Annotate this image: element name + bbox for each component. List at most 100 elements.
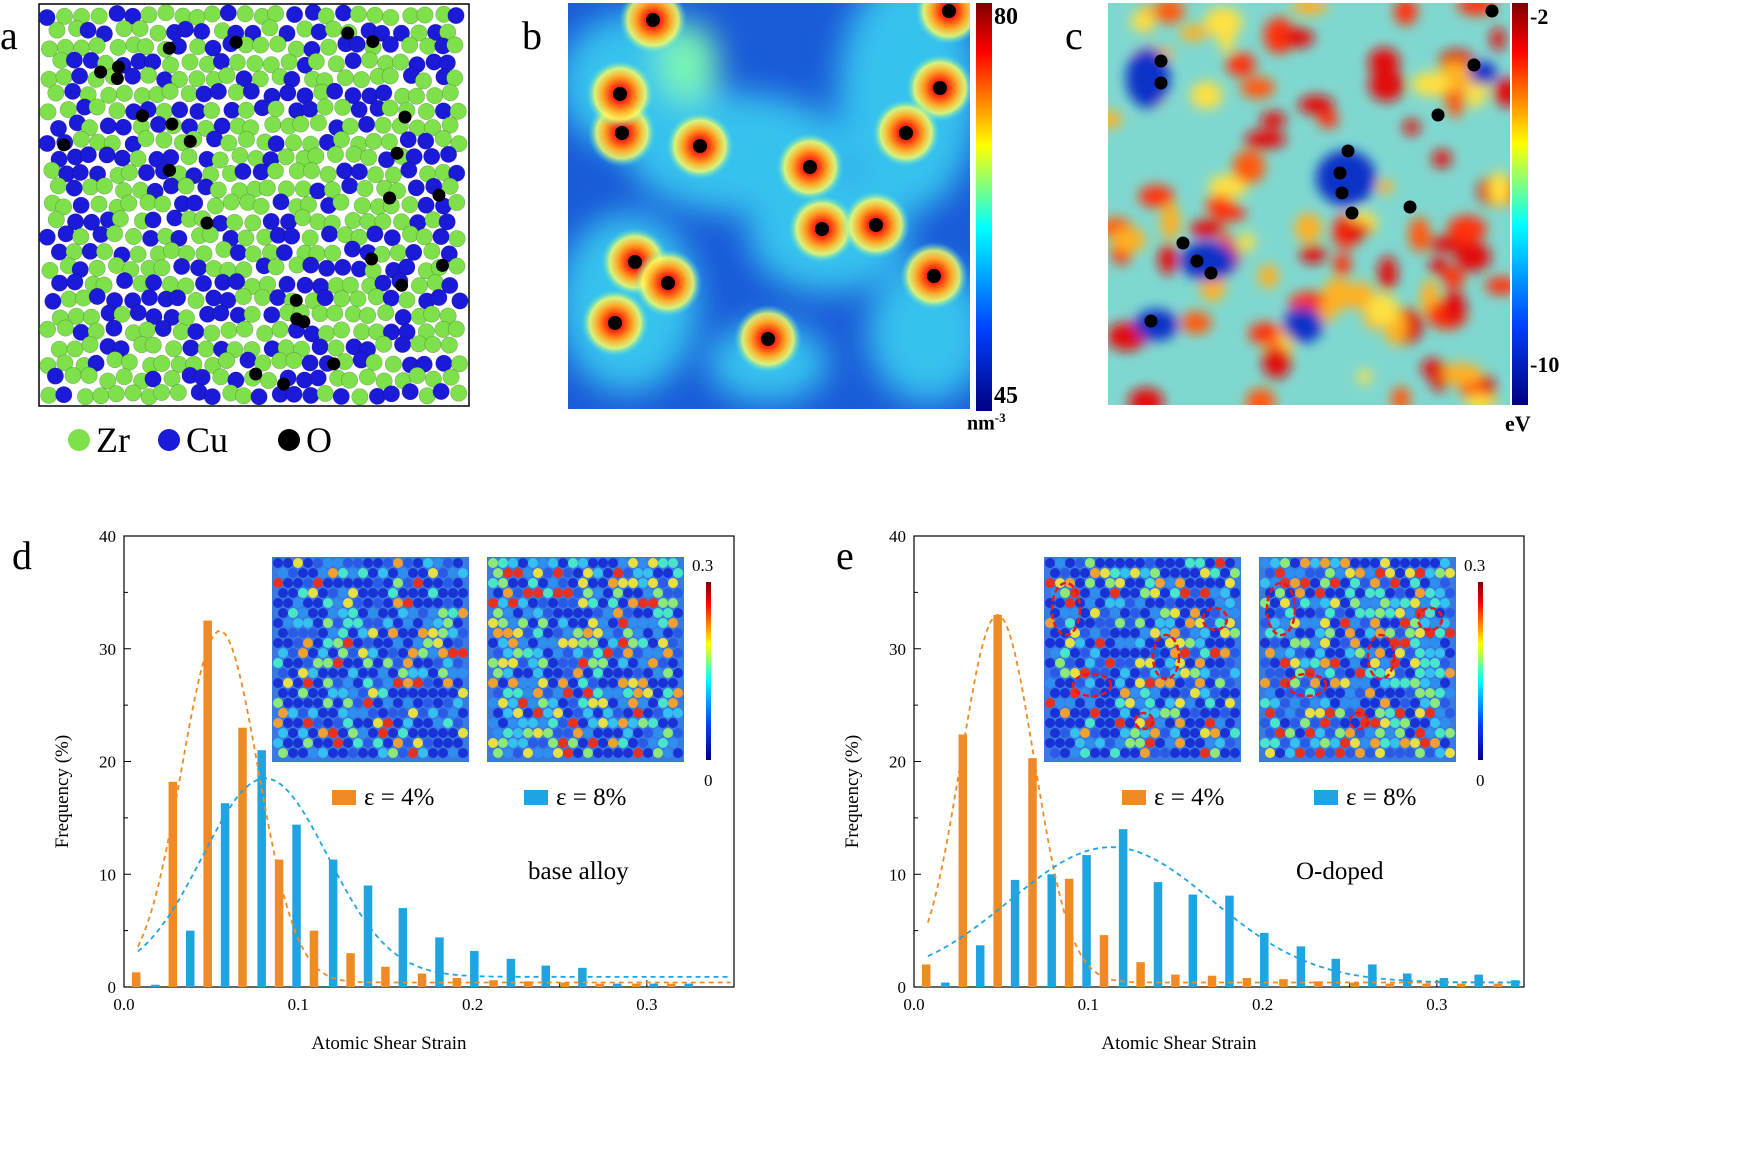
strain-atom — [1420, 698, 1430, 708]
strain-atom — [1230, 748, 1240, 758]
strain-atom — [563, 628, 573, 638]
strain-atom — [638, 598, 648, 608]
atom — [170, 229, 188, 247]
strain-atom — [278, 588, 288, 598]
atom — [296, 20, 314, 38]
atom — [417, 132, 435, 150]
atom — [381, 67, 399, 85]
atom — [309, 114, 327, 132]
strain-atom — [1195, 558, 1205, 568]
strain-atom — [613, 648, 623, 658]
oxygen-atom — [815, 222, 829, 236]
strain-atom — [448, 648, 458, 658]
strain-atom — [1355, 728, 1365, 738]
strain-atom — [1315, 628, 1325, 638]
strain-atom — [523, 628, 533, 638]
strain-atom — [428, 748, 438, 758]
strain-atom — [1390, 598, 1400, 608]
strain-atom — [643, 628, 653, 638]
strain-atom — [1125, 738, 1135, 748]
strain-atom — [303, 558, 313, 568]
strain-atom — [1290, 738, 1300, 748]
atom — [107, 256, 125, 274]
strain-atom — [318, 568, 328, 578]
bar-strain-4 — [595, 983, 605, 987]
strain-atom — [1390, 618, 1400, 628]
strain-atom — [358, 708, 368, 718]
strain-atom — [1350, 638, 1360, 648]
atom — [368, 387, 386, 405]
strain-atom — [1145, 578, 1155, 588]
strain-atom — [643, 728, 653, 738]
strain-atom — [1200, 628, 1210, 638]
strain-atom — [1290, 578, 1300, 588]
strain-atom — [573, 628, 583, 638]
strain-atom — [1420, 578, 1430, 588]
strain-atom — [403, 738, 413, 748]
atom — [113, 149, 131, 167]
strain-atom — [423, 638, 433, 648]
oxygen-atom — [608, 316, 622, 330]
strain-atom — [373, 678, 383, 688]
strain-atom — [1220, 628, 1230, 638]
x-tick-label: 0.0 — [113, 995, 134, 1014]
inset-colorbar-min: 0 — [1476, 771, 1485, 790]
strain-atom — [533, 568, 543, 578]
strain-atom — [1265, 728, 1275, 738]
strain-atom — [1125, 578, 1135, 588]
atom — [448, 257, 466, 275]
strain-atom — [543, 608, 553, 618]
strain-atom — [1170, 748, 1180, 758]
strain-atom — [1430, 698, 1440, 708]
oxygen-atom — [110, 71, 124, 85]
atom — [234, 162, 252, 180]
strain-atom — [618, 698, 628, 708]
strain-atom — [1050, 728, 1060, 738]
strain-atom — [1335, 668, 1345, 678]
atom — [398, 258, 416, 276]
strain-atom — [1320, 558, 1330, 568]
strain-atom — [623, 668, 633, 678]
strain-atom — [1170, 708, 1180, 718]
energy-blob — [1189, 219, 1224, 238]
strain-atom — [518, 618, 528, 628]
strain-atom — [1295, 568, 1305, 578]
strain-atom — [1410, 618, 1420, 628]
strain-atom — [553, 708, 563, 718]
strain-atom — [608, 718, 618, 728]
energy-blob — [1333, 252, 1352, 277]
strain-atom — [613, 708, 623, 718]
strain-atom — [1180, 628, 1190, 638]
atom — [336, 69, 354, 87]
strain-atom — [438, 648, 448, 658]
atom — [360, 148, 378, 166]
strain-atom — [383, 658, 393, 668]
strain-atom — [1100, 568, 1110, 578]
strain-atom — [1050, 688, 1060, 698]
strain-atom — [1095, 638, 1105, 648]
strain-atom — [373, 618, 383, 628]
strain-atom — [1115, 658, 1125, 668]
strain-atom — [403, 698, 413, 708]
strain-atom — [1300, 598, 1310, 608]
atom — [72, 228, 90, 246]
strain-atom — [273, 638, 283, 648]
strain-atom — [358, 628, 368, 638]
strain-atom — [603, 728, 613, 738]
atom — [366, 225, 384, 243]
oxygen-atom — [1154, 54, 1168, 68]
strain-atom — [458, 648, 468, 658]
strain-atom — [313, 618, 323, 628]
strain-atom — [393, 598, 403, 608]
strain-atom — [1275, 608, 1285, 618]
atom — [336, 162, 354, 180]
strain-atom — [448, 608, 458, 618]
atom — [341, 117, 359, 135]
strain-atom — [378, 668, 388, 678]
strain-atom — [318, 748, 328, 758]
atom — [438, 213, 456, 231]
atom — [309, 182, 327, 200]
bar-strain-8 — [612, 983, 622, 987]
strain-atom — [1155, 578, 1165, 588]
atom — [72, 196, 90, 214]
